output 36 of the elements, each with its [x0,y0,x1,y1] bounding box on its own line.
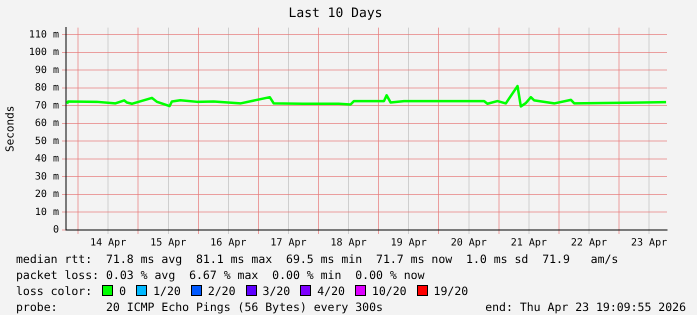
legend-label: 0 [119,284,126,298]
y-axis-title: Seconds [3,106,16,152]
text: end: Thu Apr 23 19:09:55 2026 [485,299,686,315]
legend-label: 19/20 [434,284,468,298]
x-tick-label: 19 Apr [390,238,427,249]
legend-label: 4/20 [317,284,345,298]
legend-label: 2/20 [208,284,236,298]
y-tick-label: 50 m [34,136,59,147]
x-tick-label: 20 Apr [450,238,487,249]
legend-label: 3/20 [262,284,290,298]
x-tick-label: 15 Apr [150,238,186,249]
text: packet loss: 0.03 % avg 6.67 % max 0.00 % min 0.00 % now [16,267,426,283]
y-tick-label: 70 m [34,100,59,112]
y-tick-label: 10 m [34,206,59,218]
y-tick-label: 40 m [34,154,59,165]
text: probe: 20 ICMP Echo Pings (56 Bytes) every 300s [16,300,383,314]
y-tick-label: 90 m [34,64,59,76]
legend-label: 10/20 [372,284,407,298]
y-tick-label: 80 m [34,82,59,94]
legend-label: 1/20 [153,284,181,298]
x-tick-label: 18 Apr [330,238,367,249]
x-tick-label: 21 Apr [510,238,547,249]
y-tick-label: 0 [52,224,59,236]
x-tick-label: 17 Apr [270,238,307,249]
text: median rtt: 71.8 ms avg 81.1 ms max 69.5 ms min 71.7 ms now 1.0 ms sd 71.9 am/s [16,251,620,267]
x-tick-label: 23 Apr [630,238,668,249]
y-tick-label: 60 m [34,118,59,130]
y-tick-label: 30 m [34,171,59,182]
x-tick-label: 22 Apr [570,238,608,249]
chart-title: Last 10 Days [288,6,382,22]
y-tick-label: 110 m [28,29,59,40]
y-tick-label: 20 m [34,189,59,200]
legend-title: loss color: [16,284,92,298]
y-tick-label: 100 m [28,47,59,58]
x-tick-label: 14 Apr [90,238,126,249]
x-tick-label: 16 Apr [210,238,246,249]
